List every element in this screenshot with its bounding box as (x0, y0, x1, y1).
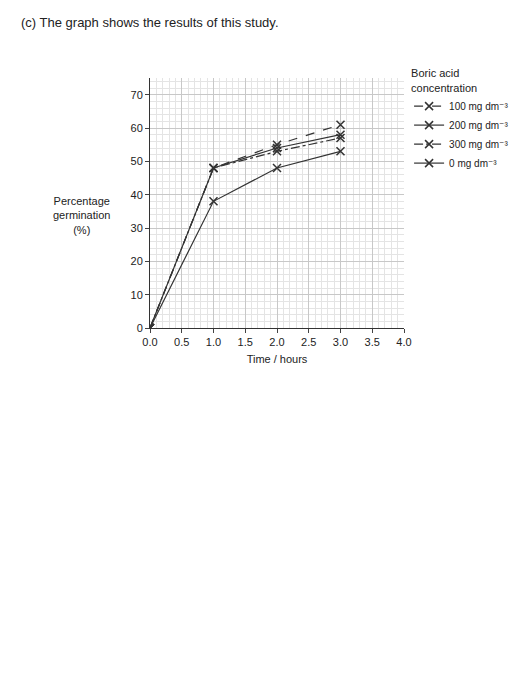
svg-text:3.0: 3.0 (333, 336, 348, 348)
svg-text:1.5: 1.5 (238, 336, 253, 348)
svg-text:20: 20 (131, 255, 143, 267)
svg-text:1.0: 1.0 (206, 336, 221, 348)
svg-text:60: 60 (131, 122, 143, 134)
svg-text:Boric acidconcentration: Boric acidconcentration (411, 67, 477, 93)
svg-text:2.5: 2.5 (301, 336, 316, 348)
svg-text:70: 70 (131, 89, 143, 101)
svg-text:Percentagegermination(%): Percentagegermination(%) (53, 195, 110, 236)
svg-text:2.0: 2.0 (269, 336, 284, 348)
svg-text:4.0: 4.0 (396, 336, 411, 348)
svg-text:200 mg dm⁻³: 200 mg dm⁻³ (449, 120, 508, 131)
svg-text:0: 0 (137, 322, 143, 334)
svg-text:3.5: 3.5 (365, 336, 380, 348)
svg-text:100 mg dm⁻³: 100 mg dm⁻³ (449, 101, 508, 112)
svg-text:(c) The graph shows the result: (c) The graph shows the results of this … (21, 15, 278, 30)
svg-text:300 mg dm⁻³: 300 mg dm⁻³ (449, 139, 508, 150)
svg-text:10: 10 (131, 289, 143, 301)
svg-text:0 mg dm⁻³: 0 mg dm⁻³ (449, 158, 497, 169)
svg-text:Time / hours: Time / hours (247, 353, 308, 365)
svg-text:30: 30 (131, 222, 143, 234)
svg-text:40: 40 (131, 189, 143, 201)
svg-text:0.0: 0.0 (142, 336, 157, 348)
svg-text:50: 50 (131, 155, 143, 167)
svg-text:0.5: 0.5 (174, 336, 189, 348)
